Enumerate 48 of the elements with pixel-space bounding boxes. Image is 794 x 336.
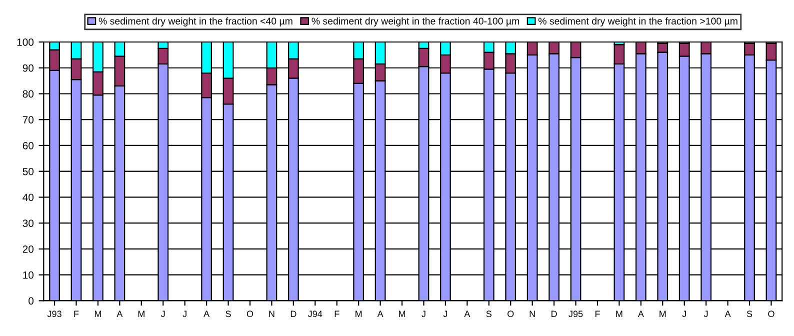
x-tick-label: S [746, 310, 752, 318]
x-tick-label: N [269, 310, 274, 317]
x-tick-label: J [422, 310, 426, 318]
x-tick-label: A [464, 310, 470, 317]
legend-label: % sediment dry weight in the fraction >100 µm [538, 17, 738, 26]
x-tick-label: J93 [47, 310, 62, 318]
x-tick-label: A [204, 310, 210, 317]
legend-label: % sediment dry weight in the fraction <40 µm [98, 17, 292, 26]
y-tick-label: 60 [22, 142, 34, 150]
x-tick-label: F [334, 310, 340, 317]
x-tick-label: F [595, 310, 600, 317]
x-tick-label: M [660, 310, 666, 317]
x-tick-label: J [161, 310, 165, 318]
x-tick-label: N [530, 310, 535, 317]
y-tick-label: 100 [17, 38, 34, 46]
x-tick-label: M [399, 310, 406, 317]
x-tick-label: M [94, 310, 101, 317]
x-tick-label: J94 [308, 310, 322, 318]
y-tick-label: 50 [22, 168, 34, 176]
x-tick-label: A [116, 310, 123, 317]
y-tick-label: 10 [23, 271, 34, 279]
x-tick-label: F [74, 310, 79, 317]
y-tick-label: 20 [22, 245, 34, 253]
x-tick-label: O [768, 310, 774, 318]
x-tick-label: D [552, 310, 557, 317]
x-tick-label: D [290, 310, 296, 317]
x-tick-label: M [356, 310, 362, 317]
x-tick-label: S [226, 310, 231, 318]
x-tick-label: J [682, 310, 686, 318]
x-tick-label: A [724, 310, 731, 317]
x-tick-label: S [486, 310, 492, 318]
y-tick-label: 30 [22, 220, 34, 227]
x-tick-label: J [704, 310, 708, 318]
x-tick-label: M [138, 310, 144, 317]
x-tick-label: J [182, 310, 186, 318]
x-tick-label: O [508, 310, 514, 318]
x-tick-label: A [377, 310, 384, 317]
x-tick-label: M [616, 310, 622, 317]
y-tick-label: 0 [28, 297, 34, 305]
x-tick-label: J [443, 310, 448, 318]
y-tick-label: 80 [22, 90, 34, 98]
y-tick-label: 40 [22, 194, 34, 202]
x-tick-label: O [246, 310, 254, 318]
y-tick-label: 90 [22, 64, 34, 72]
y-tick-label: 70 [22, 116, 34, 124]
legend-label: % sediment dry weight in the fraction 40-100 µm [312, 17, 520, 26]
x-tick-label: A [638, 310, 644, 317]
x-tick-label: J95 [568, 310, 583, 318]
